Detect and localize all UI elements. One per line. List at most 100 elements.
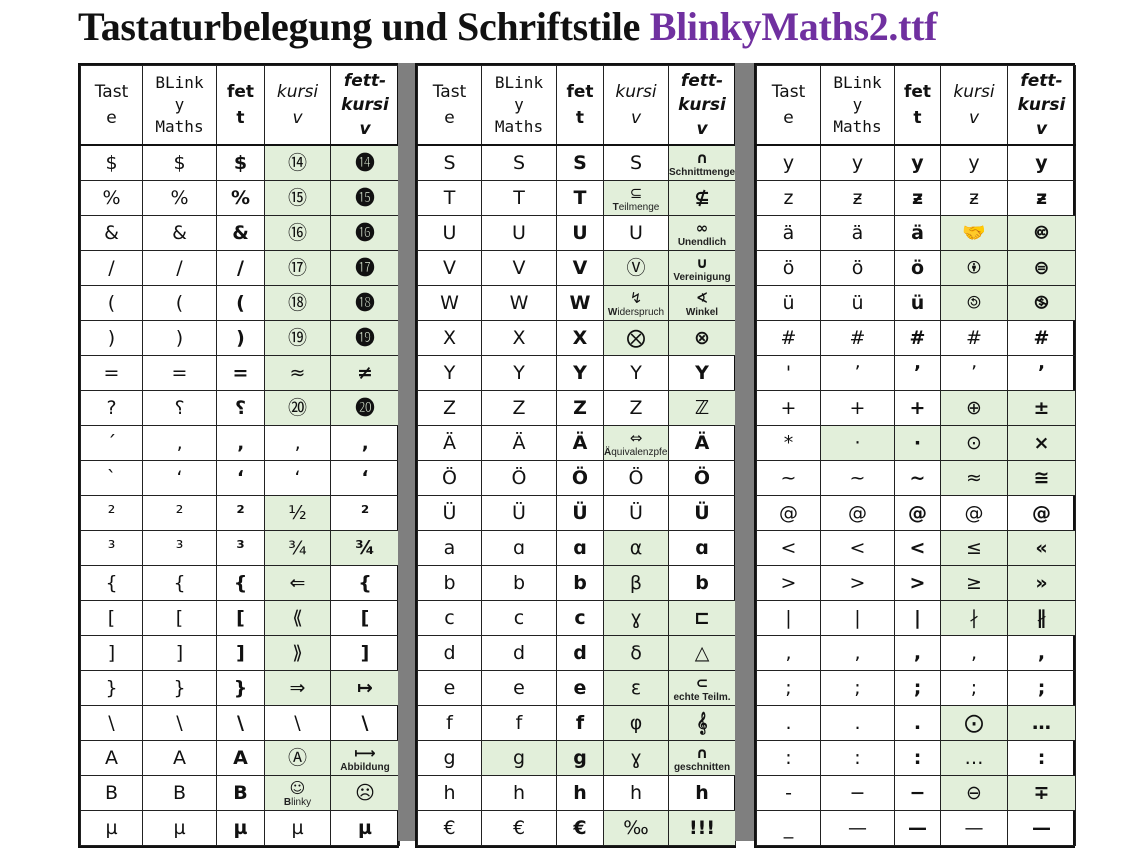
fett-cell: W [556, 285, 604, 321]
fett-cell: Ö [556, 460, 604, 496]
fett-kursiv-cell: × [1007, 425, 1076, 461]
glyph: e [513, 676, 525, 699]
glyph: ‚ [176, 431, 183, 454]
char-table: Tast e BLink y Maths fet t kursi v fett-kursi v $ $ $… [80, 65, 400, 846]
glyph: ; [854, 676, 861, 699]
key-cell: W [417, 285, 482, 321]
glyph: ö [910, 256, 925, 279]
glyph: ; [785, 676, 792, 699]
key-cell: U [417, 215, 482, 251]
glyph-caption: Blinky [283, 796, 312, 808]
table-row: {{{⇐ { [80, 565, 400, 601]
glyph: ʻ [294, 466, 301, 489]
glyph: e [443, 676, 456, 699]
kursiv-cell: ½ [264, 495, 331, 531]
glyph: Ä [512, 431, 526, 454]
kursiv-cell: 🄎 [940, 285, 1008, 321]
key-cell: T [417, 180, 482, 216]
glyph: ∩ [695, 743, 709, 762]
kursiv-cell: ⊙ [940, 425, 1008, 461]
glyph: ‰ [623, 816, 649, 839]
table-row: | | | ∤ ∦ [756, 600, 1076, 636]
blinky-cell: f [481, 705, 557, 741]
fett-kursiv-cell: ≅ [1007, 460, 1076, 496]
glyph: ↯ [629, 288, 643, 307]
glyph: 🤝 [962, 221, 986, 244]
glyph: $ [105, 151, 118, 174]
glyph: ⊂ [695, 673, 709, 692]
fett-cell: · [894, 425, 941, 461]
glyph: ü [782, 291, 795, 314]
key-cell: a [417, 530, 482, 566]
blinky-cell: · [820, 425, 895, 461]
glyph: Ö [628, 466, 644, 489]
glyph: b [512, 571, 526, 594]
kursiv-cell: , [940, 635, 1008, 671]
header-row: Tast e BLink y Maths fet t kursi v fett-kursi v [756, 65, 1076, 146]
glyph: ] [236, 641, 245, 664]
glyph: ⊜ [1033, 256, 1050, 279]
key-cell: y [756, 144, 821, 181]
kursiv-cell: ; [940, 670, 1008, 706]
table-row: @ @ @ @ @ [756, 495, 1076, 531]
glyph: # [966, 326, 982, 349]
glyph: y [782, 151, 795, 174]
glyph: ~ [780, 466, 797, 489]
kursiv-cell: ⟪ [264, 600, 331, 636]
fett-cell: T [556, 180, 604, 216]
fett-kursiv-cell: !!! [668, 810, 736, 846]
glyph: S [512, 151, 526, 174]
glyph: / [176, 256, 183, 279]
key-cell: B [80, 775, 143, 811]
fett-kursiv-cell: ≠ [330, 355, 400, 391]
glyph: ⨀ [964, 711, 984, 734]
glyph: : [1037, 746, 1046, 769]
key-cell: e [417, 670, 482, 706]
glyph: ⇐ [289, 571, 306, 594]
fett-cell: ʻ [216, 460, 265, 496]
glyph: X [442, 326, 457, 349]
glyph: Ü [442, 501, 457, 524]
kursiv-cell: ʻ [264, 460, 331, 496]
table-block-3: Tast e BLink y Maths fet t kursi v fett-kursi v y y y… [754, 63, 1076, 848]
glyph: Z [442, 396, 457, 419]
glyph: f [575, 711, 585, 734]
kursiv-cell: ⑯ [264, 215, 331, 251]
glyph: | [914, 606, 921, 629]
header-kursiv: kursi v [264, 65, 331, 146]
fett-cell: ² [216, 495, 265, 531]
blinky-cell: € [481, 810, 557, 846]
glyph: ⟼ [354, 743, 376, 762]
glyph: ⇒ [289, 676, 306, 699]
glyph: ∦ [1036, 606, 1047, 629]
glyph: @ [1032, 501, 1051, 524]
glyph: ] [107, 641, 116, 664]
fett-kursiv-cell: ⊂ echte Teilm. [668, 670, 736, 706]
fett-kursiv-cell: ∞ Unendlich [668, 215, 736, 251]
fett-cell: ö [894, 250, 941, 286]
kursiv-cell: ≤ [940, 530, 1008, 566]
fett-cell: c [556, 600, 604, 636]
glyph: Ö [442, 466, 457, 489]
fett-kursiv-cell: ⊈ [668, 180, 736, 216]
glyph: [ [175, 606, 184, 629]
kursiv-cell: ‚ [264, 425, 331, 461]
key-cell: ö [756, 250, 821, 286]
fett-cell: X [556, 320, 604, 356]
key-cell: { [80, 565, 143, 601]
blinky-cell: c [481, 600, 557, 636]
glyph-caption: Teilmenge [612, 201, 660, 213]
key-cell: ] [80, 635, 143, 671]
kursiv-cell: ⑮ [264, 180, 331, 216]
fett-cell: ³ [216, 530, 265, 566]
fett-cell: / [216, 250, 265, 286]
blinky-cell: S [481, 144, 557, 181]
glyph: ⊆ [629, 183, 643, 202]
fett-kursiv-cell: ∓ [1007, 775, 1076, 811]
fett-kursiv-cell: 𝄞 [668, 705, 736, 741]
glyph: A [173, 746, 186, 769]
fett-cell: ɑ [556, 530, 604, 566]
fett-kursiv-cell: ↦ [330, 670, 400, 706]
glyph: @ [964, 501, 984, 524]
glyph: d [512, 641, 526, 664]
